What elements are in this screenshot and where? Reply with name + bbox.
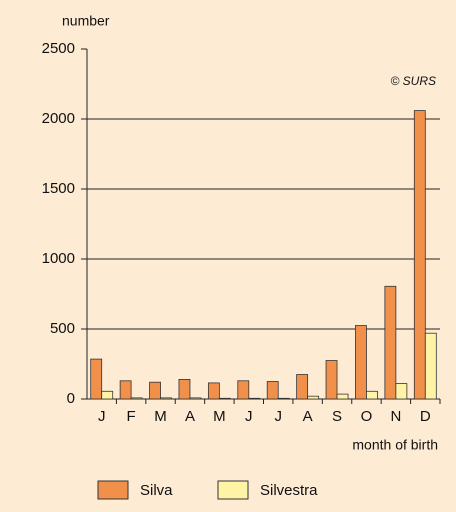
bar bbox=[395, 383, 408, 400]
y-tick-label: 1500 bbox=[42, 180, 75, 197]
y-axis-label: number bbox=[62, 13, 110, 29]
x-tick-label: O bbox=[361, 408, 373, 425]
annotation: © SURS bbox=[390, 74, 436, 88]
x-tick-label: M bbox=[154, 408, 167, 425]
bar bbox=[266, 381, 279, 400]
x-tick-label: J bbox=[274, 408, 282, 425]
bar bbox=[307, 395, 320, 400]
x-tick-label: M bbox=[213, 408, 226, 425]
legend-swatch bbox=[217, 480, 249, 500]
bar bbox=[248, 397, 261, 400]
bar bbox=[101, 390, 114, 400]
bar bbox=[119, 380, 132, 400]
bar bbox=[189, 397, 202, 400]
x-tick-label: N bbox=[390, 408, 401, 425]
bar bbox=[149, 381, 161, 400]
y-tick-label: 1000 bbox=[42, 250, 75, 267]
bar bbox=[296, 374, 309, 400]
y-tick-label: 2500 bbox=[42, 40, 75, 57]
bar bbox=[90, 358, 103, 400]
x-tick-label: J bbox=[98, 408, 106, 425]
bar bbox=[178, 378, 191, 400]
bar bbox=[237, 380, 250, 400]
bar bbox=[130, 397, 143, 400]
legend-label: Silvestra bbox=[260, 482, 318, 499]
bar bbox=[366, 390, 378, 400]
x-tick-label: D bbox=[420, 408, 431, 425]
bar bbox=[160, 397, 172, 400]
bar bbox=[325, 360, 338, 400]
y-tick-label: 2000 bbox=[42, 110, 75, 127]
bar bbox=[413, 110, 426, 400]
bar bbox=[384, 285, 397, 400]
bar bbox=[218, 397, 231, 400]
x-axis-label: month of birth bbox=[352, 437, 438, 453]
bar bbox=[355, 325, 367, 400]
bar bbox=[277, 397, 290, 400]
bar bbox=[207, 382, 220, 400]
x-tick-label: A bbox=[303, 408, 313, 425]
y-tick-label: 500 bbox=[50, 320, 75, 337]
bar bbox=[336, 393, 349, 400]
x-tick-label: A bbox=[185, 408, 195, 425]
legend-swatch bbox=[97, 480, 129, 500]
bar bbox=[424, 332, 437, 400]
x-tick-label: J bbox=[245, 408, 253, 425]
x-tick-label: S bbox=[332, 408, 342, 425]
legend-label: Silva bbox=[140, 482, 173, 499]
x-tick-label: F bbox=[127, 408, 136, 425]
y-tick-label: 0 bbox=[67, 390, 75, 407]
